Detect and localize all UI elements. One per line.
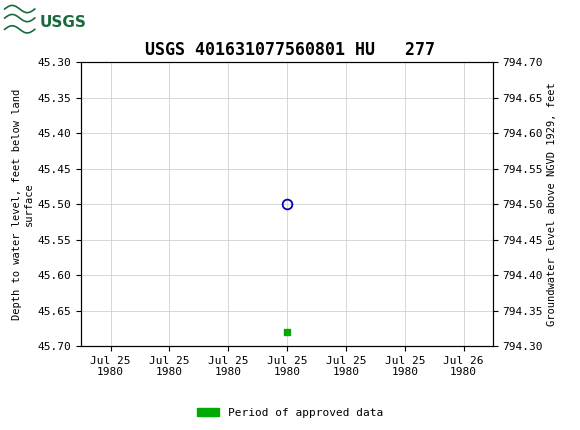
Y-axis label: Groundwater level above NGVD 1929, feet: Groundwater level above NGVD 1929, feet	[548, 83, 557, 326]
Text: USGS 401631077560801 HU   277: USGS 401631077560801 HU 277	[145, 41, 435, 59]
Legend: Period of approved data: Period of approved data	[193, 403, 387, 422]
Text: USGS: USGS	[39, 15, 86, 30]
Bar	[3, 3, 99, 42]
Y-axis label: Depth to water level, feet below land
surface: Depth to water level, feet below land su…	[12, 89, 34, 320]
